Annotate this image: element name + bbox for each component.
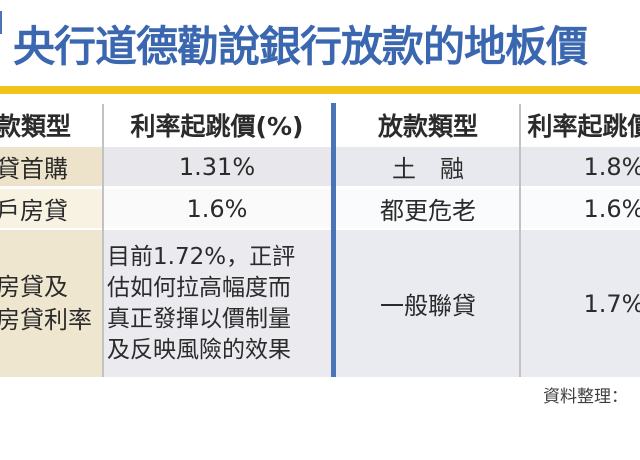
source-label: 資料整理：	[543, 387, 628, 407]
right-row3-label: 一般聯貸	[380, 292, 476, 320]
right-label-bg-row2	[336, 189, 520, 228]
left-header-rate: 利率起跳價(%)	[130, 112, 304, 141]
left-row1-value: 1.31%	[178, 152, 256, 181]
right-value-bg-row2	[520, 189, 640, 228]
left-row3-value: 目前1.72%，正評 估如何拉高幅度而 真正發揮以價制量 及反映風險的效果	[107, 243, 296, 363]
right-label-bg-row1	[336, 147, 520, 186]
left-table-column-separator	[102, 104, 104, 377]
right-row1-value: 1.8%	[583, 152, 640, 181]
left-value-bg-row2	[103, 189, 331, 228]
right-row2-value: 1.6%	[583, 194, 640, 223]
left-label-bg-row3	[0, 230, 103, 377]
left-label-bg-row2	[0, 189, 103, 228]
left-value-bg-row1	[103, 147, 331, 186]
left-value-bg-row3	[103, 230, 331, 377]
left-edge-sliver	[0, 11, 2, 34]
left-row2-value: 1.6%	[186, 194, 248, 223]
right-value-bg-row1	[520, 147, 640, 186]
right-row3-value: 1.7%	[583, 289, 640, 318]
left-header-loan-type: 款類型	[0, 112, 72, 141]
page-title: 央行道德勸說銀行放款的地板價	[13, 22, 588, 71]
left-row2-label: 戶房貸	[0, 197, 68, 225]
right-table-column-separator	[519, 104, 521, 377]
left-row1-label: 貸首購	[0, 155, 68, 183]
left-label-bg-row1	[0, 147, 103, 186]
right-row2-label: 都更危老	[380, 197, 476, 225]
table-divider	[331, 103, 336, 377]
right-row1-label: 土 融	[392, 155, 464, 183]
right-label-bg-row3	[336, 230, 520, 377]
right-value-bg-row3	[520, 230, 640, 377]
left-row3-label: 房貸及 房貸利率	[0, 272, 92, 334]
right-header-rate: 利率起跳價(%)	[527, 112, 640, 141]
title-underline	[0, 86, 640, 94]
right-header-loan-type: 放款類型	[377, 112, 478, 141]
